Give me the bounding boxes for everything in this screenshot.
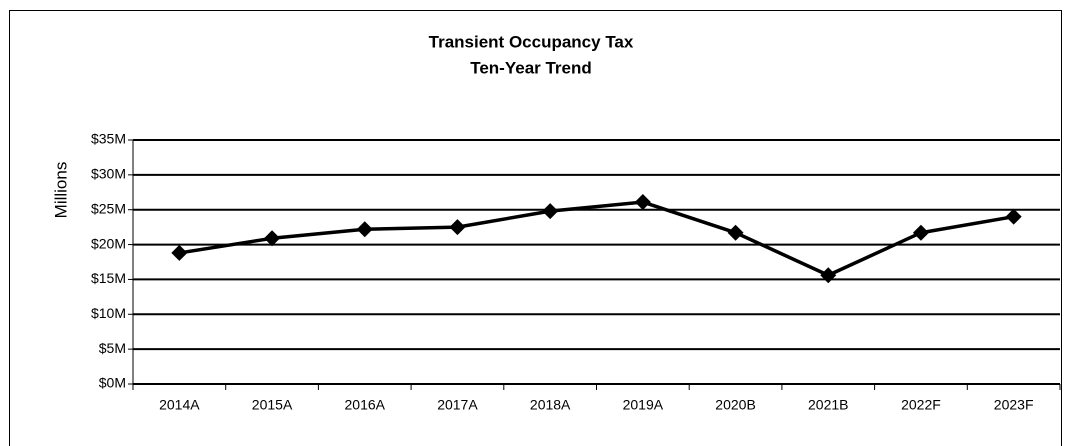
chart-title: Transient Occupancy Tax — [429, 32, 634, 51]
marker — [912, 224, 929, 241]
y-tick-label: $0M — [99, 375, 126, 391]
line — [179, 200, 1014, 277]
y-tick-label: $10M — [91, 305, 126, 321]
marker — [356, 221, 373, 238]
chart-subtitle: Ten-Year Trend — [470, 58, 592, 77]
marker — [727, 224, 744, 241]
y-tick-label: $25M — [91, 200, 126, 216]
y-axis-label: Millions — [51, 162, 70, 219]
y-tick-label: $15M — [91, 270, 126, 286]
marker — [542, 203, 559, 220]
x-tick-label: 2016A — [345, 397, 386, 413]
marker — [820, 267, 837, 284]
chart-border — [9, 10, 1062, 446]
x-tick-label: 2018A — [530, 397, 571, 413]
marker — [171, 244, 188, 261]
marker — [449, 219, 466, 236]
x-tick-label: 2023F — [994, 397, 1034, 413]
y-tick-label: $35M — [91, 131, 126, 147]
x-tick-label: 2020B — [715, 397, 755, 413]
marker — [634, 194, 651, 211]
x-tick-label: 2014A — [159, 397, 200, 413]
x-tick-label: 2022F — [901, 397, 941, 413]
x-tick-label: 2015A — [252, 397, 293, 413]
y-tick-label: $30M — [91, 166, 126, 182]
marker — [264, 230, 281, 247]
x-tick-label: 2019A — [623, 397, 664, 413]
marker — [1005, 208, 1022, 225]
x-tick-label: 2021B — [808, 397, 848, 413]
x-tick-label: 2017A — [437, 397, 478, 413]
y-tick-label: $20M — [91, 235, 126, 251]
y-tick-label: $5M — [99, 340, 126, 356]
